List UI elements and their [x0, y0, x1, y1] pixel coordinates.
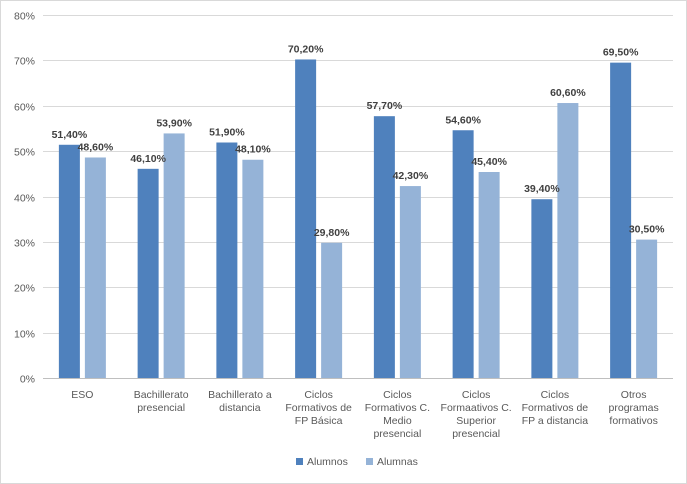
bar-alumnas-4 [399, 186, 421, 378]
data-label: 69,50% [603, 47, 639, 59]
gridlines [43, 15, 673, 379]
data-label: 57,70% [367, 100, 403, 112]
bar-alumnos-6 [531, 199, 553, 378]
category-label-line: programas [609, 402, 659, 414]
category-label-line: distancia [219, 402, 261, 414]
bar-alumnas-7 [636, 239, 658, 378]
category-label: Ciclos Formativos C. Medio presencial [365, 389, 430, 440]
bar-alumnos-2 [216, 142, 238, 378]
legend-label-alumnas: Alumnas [377, 456, 418, 468]
y-axis: 0% 10% 20% 30% 40% 50% 60% 70% 80% [14, 11, 35, 386]
y-tick-label: 0% [20, 374, 35, 386]
bar-alumnas-3 [321, 242, 343, 378]
category-label: Ciclos Formativos de FP Básica [285, 389, 352, 427]
category-label-line: Formativos de [285, 402, 352, 414]
category-label: ESO [71, 389, 93, 401]
data-label: 51,90% [209, 127, 245, 139]
data-label: 30,50% [629, 224, 665, 236]
category-label-line: presencial [452, 428, 500, 440]
data-label: 42,30% [393, 170, 429, 182]
legend: Alumnos Alumnas [296, 456, 418, 468]
bar-alumnos-7 [610, 62, 632, 379]
bar-alumnos-5 [452, 130, 474, 378]
category-label-line: formativos [609, 415, 657, 427]
category-label-line: Medio [383, 415, 412, 427]
category-label: Otros programas formativos [609, 389, 659, 427]
data-label: 39,40% [524, 183, 560, 195]
category-label: Ciclos Formativos de FP a distancia [522, 389, 589, 427]
data-label: 46,10% [130, 153, 166, 165]
data-label: 53,90% [156, 117, 192, 129]
y-tick-label: 80% [14, 11, 35, 23]
category-label-line: FP a distancia [522, 415, 589, 427]
category-label: Ciclos Formaativos C. Superior presencial [441, 389, 512, 440]
category-label-line: Formativos C. [365, 402, 430, 414]
legend-label-alumnos: Alumnos [307, 456, 348, 468]
category-label-line: Formaativos C. [441, 402, 512, 414]
data-label: 29,80% [314, 227, 350, 239]
category-label: Bachillerato presencial [134, 389, 189, 414]
legend-swatch-alumnos [296, 458, 303, 465]
category-label-line: Otros [621, 389, 647, 401]
bar-alumnos-3 [295, 59, 317, 378]
data-label: 48,60% [78, 141, 114, 153]
y-tick-label: 10% [14, 329, 35, 341]
category-label-line: presencial [373, 428, 421, 440]
category-label-line: Formativos de [522, 402, 589, 414]
y-tick-label: 50% [14, 147, 35, 159]
category-label-line: Bachillerato a [208, 389, 272, 401]
bar-alumnas-6 [557, 103, 579, 378]
data-labels: 51,40%48,60% 46,10% 53,90% 51,90% 48,10% 70,2… [52, 43, 666, 238]
category-label-line: Ciclos [304, 389, 333, 401]
bars [58, 59, 658, 379]
data-label: 60,60% [550, 87, 586, 99]
y-tick-label: 60% [14, 102, 35, 114]
bar-alumnas-5 [478, 171, 500, 378]
category-label-line: Ciclos [462, 389, 491, 401]
data-label: 48,10% [235, 144, 271, 156]
data-label: 70,20% [288, 43, 324, 55]
bar-alumnos-1 [137, 168, 159, 378]
bar-alumnos-0 [58, 144, 80, 378]
data-label: 51,40% [52, 129, 88, 141]
y-tick-label: 70% [14, 56, 35, 68]
category-label-line: ESO [71, 389, 93, 401]
data-label: 54,60% [445, 114, 481, 126]
legend-swatch-alumnas [366, 458, 373, 465]
category-label-line: Bachillerato [134, 389, 189, 401]
category-label-line: FP Básica [295, 415, 343, 427]
bar-alumnos-4 [373, 116, 395, 378]
y-tick-label: 20% [14, 283, 35, 295]
y-tick-label: 30% [14, 238, 35, 250]
y-tick-label: 40% [14, 193, 35, 205]
category-label-line: Superior [456, 415, 496, 427]
bar-alumnas-1 [163, 133, 185, 378]
category-label-line: Ciclos [541, 389, 570, 401]
data-label: 45,40% [471, 156, 507, 168]
bar-alumnas-0 [84, 157, 106, 378]
category-label-line: presencial [137, 402, 185, 414]
category-label-line: Ciclos [383, 389, 412, 401]
category-label: Bachillerato a distancia [208, 389, 272, 414]
bar-alumnas-2 [242, 159, 264, 378]
